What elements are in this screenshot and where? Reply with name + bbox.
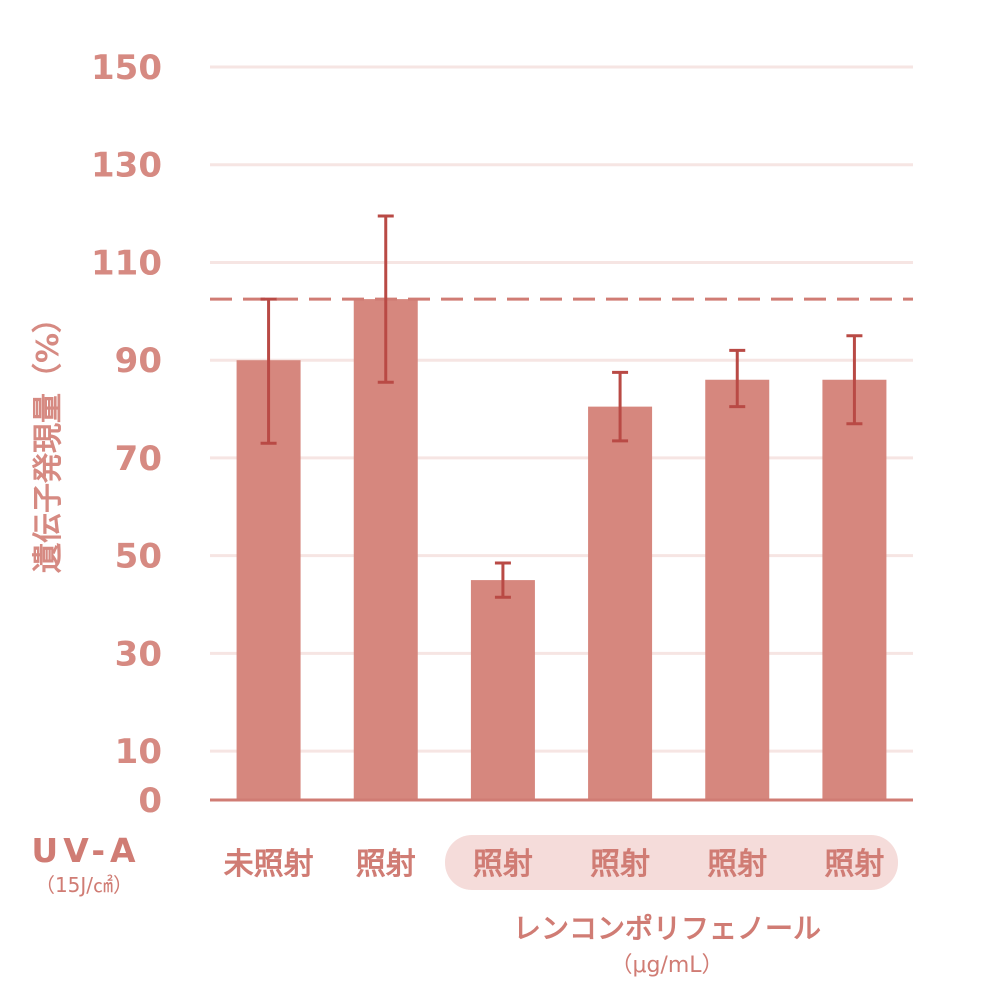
y-tick-label: 70 <box>115 439 162 479</box>
category-label: 照射 <box>356 847 416 882</box>
error-bar <box>612 370 629 443</box>
category-labels: 未照射 照射 照射 照射 照射 照射 <box>224 847 885 882</box>
bar <box>588 406 653 800</box>
bar <box>822 379 887 800</box>
category-label: 未照射 <box>224 847 314 882</box>
group-highlight <box>445 835 898 890</box>
error-bar <box>494 561 511 599</box>
y-tick-label: 150 <box>91 48 162 88</box>
y-tick-label: 90 <box>115 341 162 381</box>
y-tick-label: 130 <box>91 146 162 186</box>
category-label: 照射 <box>473 847 533 882</box>
bar <box>705 379 770 800</box>
error-bars <box>260 214 863 599</box>
gridlines <box>210 65 913 753</box>
error-bar <box>377 214 394 384</box>
bar <box>470 580 535 800</box>
category-label: 照射 <box>707 847 767 882</box>
y-tick-labels: 0 10 30 50 70 90 110 130 150 <box>91 48 162 821</box>
bars <box>236 299 887 800</box>
y-axis-label: 遺伝子発現量（%） <box>31 303 66 573</box>
y-tick-label: 0 <box>138 781 162 821</box>
y-tick-label: 110 <box>91 243 162 283</box>
error-bar <box>729 348 746 409</box>
group-unit-label: （μg/mL） <box>610 953 723 978</box>
y-tick-label: 30 <box>115 634 162 674</box>
uva-dose-label: （15J/㎠） <box>35 873 133 897</box>
error-bar <box>260 297 277 445</box>
category-label: 照射 <box>590 847 650 882</box>
category-label: 照射 <box>824 847 884 882</box>
group-label: レンコンポリフェノール <box>513 912 821 945</box>
y-tick-label: 50 <box>115 537 162 577</box>
uva-label: UV-A <box>31 831 140 870</box>
error-bar <box>846 334 863 426</box>
y-tick-label: 10 <box>115 732 162 772</box>
